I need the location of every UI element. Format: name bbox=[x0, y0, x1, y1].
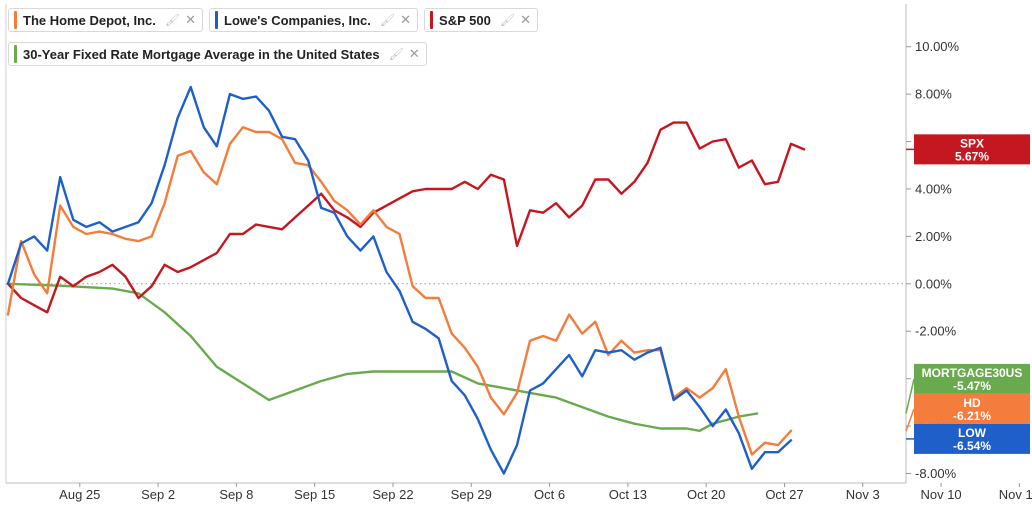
end-label-value-hd: -6.21% bbox=[953, 409, 991, 423]
y-tick-label: 2.00% bbox=[915, 229, 952, 244]
legend-item-lowes[interactable]: Lowe's Companies, Inc. 🖌 ✕ bbox=[209, 8, 419, 32]
end-label-connector-mortgage30us bbox=[905, 378, 915, 414]
frame-layer bbox=[5, 4, 907, 484]
legend-swatch-mortgage bbox=[14, 45, 17, 63]
x-tick-label: Sep 29 bbox=[451, 487, 492, 502]
x-tick-label: Sep 2 bbox=[141, 487, 175, 502]
end-label-ticker-mortgage30us: MORTGAGE30US bbox=[922, 366, 1023, 380]
x-tick-label: Oct 13 bbox=[609, 487, 647, 502]
close-icon[interactable]: ✕ bbox=[185, 12, 197, 27]
x-tick-label: Nov 10 bbox=[920, 487, 961, 502]
end-label-box-spx bbox=[914, 134, 1030, 165]
x-tick-label: Oct 27 bbox=[765, 487, 803, 502]
legend-label-mortgage: 30-Year Fixed Rate Mortgage Average in t… bbox=[23, 46, 380, 62]
x-tick-label: Nov 3 bbox=[846, 487, 880, 502]
close-icon[interactable]: ✕ bbox=[520, 12, 531, 27]
legend-label-home-depot: The Home Depot, Inc. bbox=[23, 12, 156, 28]
legend-swatch-sp500 bbox=[430, 11, 434, 29]
y-tick-label: -2.00% bbox=[915, 324, 957, 339]
legend-item-home-depot[interactable]: The Home Depot, Inc. 🖌 ✕ bbox=[8, 8, 204, 32]
end-label-ticker-spx: SPX bbox=[960, 136, 984, 150]
end-label-value-spx: 5.67% bbox=[955, 149, 989, 163]
y-tick-label: 8.00% bbox=[915, 87, 952, 102]
legend-row-1: The Home Depot, Inc. 🖌 ✕ Lowe's Companie… bbox=[8, 8, 538, 32]
series-layer bbox=[6, 85, 806, 475]
x-axis: Aug 25 Sep 2 Sep 8 Sep 15 Sep 22 Sep 29 Oct 6 O… bbox=[59, 483, 1032, 502]
x-tick-label: Aug 25 bbox=[59, 487, 100, 502]
y-tick-label: -8.00% bbox=[915, 466, 957, 481]
x-tick-label: Oct 6 bbox=[534, 487, 565, 502]
y-tick-label: 4.00% bbox=[915, 181, 952, 196]
end-label-connector-hd bbox=[905, 408, 915, 432]
end-label-ticker-low: LOW bbox=[958, 426, 987, 440]
legend-swatch-home-depot bbox=[14, 11, 17, 29]
series-line-30-year-fixed-rate-mortgage-average-in-the-united-states bbox=[6, 282, 759, 432]
legend-label-lowes: Lowe's Companies, Inc. bbox=[224, 12, 371, 28]
x-tick-label: Sep 8 bbox=[219, 487, 253, 502]
end-label-box-mortgage30us bbox=[914, 363, 1030, 394]
x-tick-label: Sep 15 bbox=[294, 487, 335, 502]
legend-label-sp500: S&P 500 bbox=[439, 12, 491, 28]
legend-item-mortgage[interactable]: 30-Year Fixed Rate Mortgage Average in t… bbox=[8, 42, 427, 66]
end-label-ticker-hd: HD bbox=[963, 396, 981, 410]
close-icon[interactable]: ✕ bbox=[400, 12, 412, 27]
x-tick-label: Sep 22 bbox=[372, 487, 413, 502]
end-label-value-mortgage30us: -5.47% bbox=[953, 379, 991, 393]
series-line-s-p-500 bbox=[6, 121, 806, 314]
end-label-box-hd bbox=[914, 393, 1030, 424]
brush-icon[interactable]: 🖌 bbox=[499, 13, 516, 27]
brush-icon[interactable]: 🖌 bbox=[379, 13, 396, 27]
series-line-lowe-s-companies-inc bbox=[6, 85, 793, 475]
y-tick-label: 10.00% bbox=[915, 39, 960, 54]
y-tick-label: 0.00% bbox=[915, 276, 952, 291]
x-tick-label: Oct 20 bbox=[687, 487, 725, 502]
legend-swatch-lowes bbox=[215, 11, 219, 29]
legend-item-sp500[interactable]: S&P 500 🖌 ✕ bbox=[424, 8, 538, 32]
close-icon[interactable]: ✕ bbox=[408, 46, 420, 61]
end-label-value-low: -6.54% bbox=[953, 439, 991, 453]
brush-icon[interactable]: 🖌 bbox=[388, 47, 404, 61]
brush-icon[interactable]: 🖌 bbox=[164, 13, 181, 27]
end-label-box-low bbox=[914, 423, 1030, 454]
legend-row-2: 30-Year Fixed Rate Mortgage Average in t… bbox=[8, 42, 427, 66]
x-tick-label: Nov 17 bbox=[999, 487, 1032, 502]
